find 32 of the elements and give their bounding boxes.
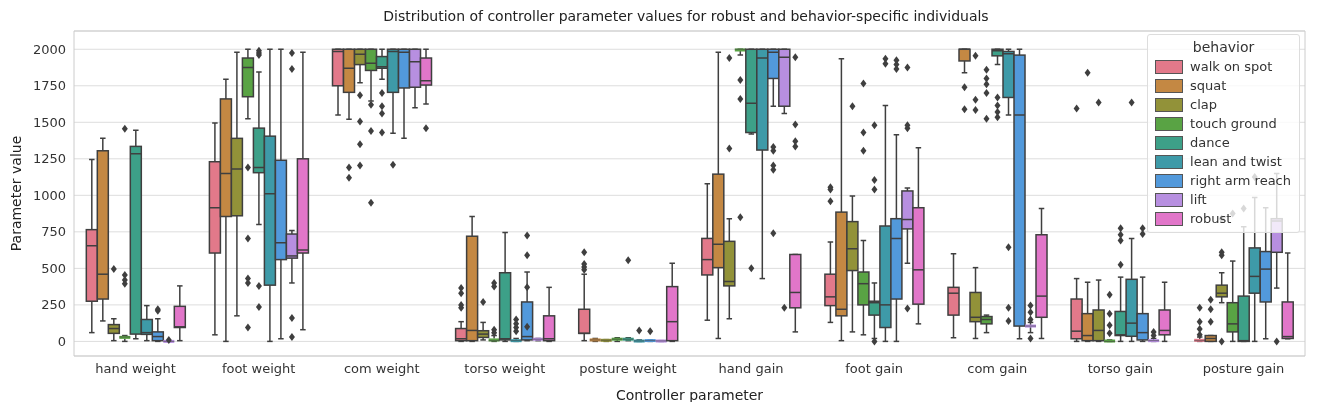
legend-label: lift bbox=[1190, 192, 1207, 207]
x-tick-label: hand weight bbox=[95, 361, 176, 377]
x-tick-label: posture weight bbox=[579, 361, 677, 377]
y-tick-label: 2000 bbox=[32, 41, 66, 57]
legend-label: touch ground bbox=[1190, 116, 1277, 131]
legend-title: behavior bbox=[1191, 39, 1256, 55]
y-tick-label: 1750 bbox=[32, 78, 66, 94]
x-axis-title: Controller parameter bbox=[615, 387, 764, 403]
y-tick-label: 1000 bbox=[32, 187, 66, 203]
y-tick-label: 0 bbox=[57, 334, 66, 350]
legend-label: clap bbox=[1190, 97, 1218, 112]
legend-label: squat bbox=[1190, 78, 1227, 93]
legend-label: right arm reach bbox=[1190, 173, 1291, 188]
legend-label: dance bbox=[1190, 135, 1230, 150]
y-tick-label: 750 bbox=[41, 224, 66, 240]
x-tick-label: com weight bbox=[343, 361, 420, 377]
legend-label: lean and twist bbox=[1190, 154, 1282, 169]
x-tick-label: com gain bbox=[967, 361, 1028, 377]
y-axis-title: Parameter value bbox=[7, 135, 24, 252]
x-tick-label: posture gain bbox=[1202, 361, 1285, 377]
x-tick-label: torso weight bbox=[464, 361, 546, 377]
x-tick-label: foot weight bbox=[221, 361, 296, 377]
legend-label: walk on spot bbox=[1190, 59, 1273, 74]
x-tick-label: hand gain bbox=[718, 361, 784, 377]
y-tick-label: 1250 bbox=[32, 151, 66, 167]
y-tick-label: 1500 bbox=[32, 114, 66, 130]
chart-title: Distribution of controller parameter values for robust and behavior-specific individuals bbox=[382, 8, 990, 26]
x-tick-label: torso gain bbox=[1087, 361, 1154, 377]
legend-label: robust bbox=[1190, 211, 1232, 226]
y-tick-label: 250 bbox=[41, 297, 66, 313]
x-tick-label: foot gain bbox=[845, 361, 904, 377]
y-tick-label: 500 bbox=[41, 260, 66, 276]
